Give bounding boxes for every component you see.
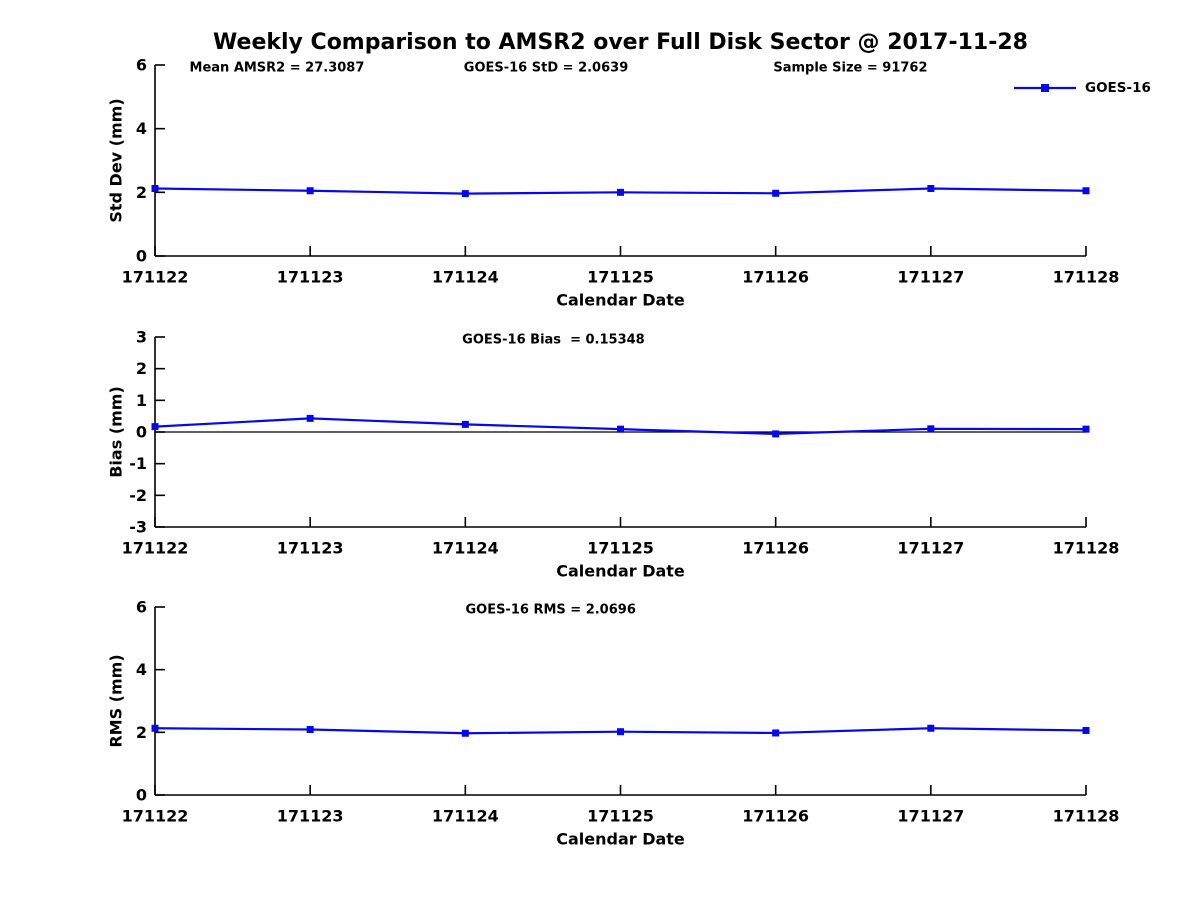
data-point-marker xyxy=(927,185,935,193)
chart-annotation: Sample Size = 91762 xyxy=(773,60,928,76)
legend-line-sample xyxy=(1014,84,1076,92)
x-tick-label: 171124 xyxy=(432,539,499,558)
y-tick-label: 3 xyxy=(136,328,147,347)
x-tick-label: 171122 xyxy=(122,268,189,287)
data-point-marker xyxy=(617,728,624,736)
y-tick-label: 6 xyxy=(136,598,147,617)
x-axis-label: Calendar Date xyxy=(556,562,685,581)
x-tick-label: 171125 xyxy=(587,268,654,287)
data-point-marker xyxy=(927,425,935,433)
x-tick-label: 171127 xyxy=(897,539,964,558)
data-point-marker xyxy=(1082,187,1090,195)
x-axis-label: Calendar Date xyxy=(556,830,685,849)
x-tick-label: 171128 xyxy=(1053,268,1120,287)
data-point-marker xyxy=(151,423,159,431)
chart-annotation: GOES-16 Bias = 0.15348 xyxy=(462,332,645,348)
y-tick-label: 2 xyxy=(136,183,147,202)
x-tick-label: 171124 xyxy=(432,268,499,287)
y-tick-label: -2 xyxy=(129,486,147,505)
data-point-marker xyxy=(151,185,159,193)
data-point-marker xyxy=(306,726,314,734)
data-point-marker xyxy=(617,425,624,433)
y-tick-label: -3 xyxy=(129,518,147,537)
y-tick-label: 0 xyxy=(136,786,147,805)
data-point-marker xyxy=(772,430,780,438)
data-point-marker xyxy=(772,189,780,197)
legend: GOES-16 xyxy=(1012,78,1151,98)
x-tick-label: 171124 xyxy=(432,807,499,826)
x-tick-label: 171125 xyxy=(587,539,654,558)
x-tick-label: 171123 xyxy=(277,268,344,287)
x-tick-label: 171128 xyxy=(1053,807,1120,826)
y-axis-label: Std Dev (mm) xyxy=(107,98,126,222)
y-tick-label: 0 xyxy=(136,423,147,442)
x-tick-label: 171122 xyxy=(122,539,189,558)
y-tick-label: 6 xyxy=(136,56,147,75)
chart-annotation: GOES-16 StD = 2.0639 xyxy=(463,60,629,76)
data-point-marker xyxy=(772,729,780,737)
x-tick-label: 171125 xyxy=(587,807,654,826)
data-point-marker xyxy=(461,190,469,198)
data-point-marker xyxy=(461,420,469,428)
figure-title: Weekly Comparison to AMSR2 over Full Dis… xyxy=(213,30,1028,55)
data-point-marker xyxy=(151,724,159,732)
x-tick-label: 171127 xyxy=(897,268,964,287)
data-point-marker xyxy=(306,187,314,195)
x-tick-label: 171122 xyxy=(122,807,189,826)
data-point-marker xyxy=(617,188,624,196)
y-tick-label: -1 xyxy=(129,454,147,473)
y-axis-label: RMS (mm) xyxy=(107,654,126,747)
x-tick-label: 171126 xyxy=(742,807,809,826)
y-tick-label: 1 xyxy=(136,391,147,410)
x-tick-label: 171127 xyxy=(897,807,964,826)
legend-series-marker-icon xyxy=(1041,84,1049,92)
y-axis-label: Bias (mm) xyxy=(107,386,126,478)
x-tick-label: 171126 xyxy=(742,539,809,558)
y-tick-label: 2 xyxy=(136,723,147,742)
data-point-marker xyxy=(306,414,314,422)
legend-label: GOES-16 xyxy=(1085,80,1151,96)
chart-annotation: GOES-16 RMS = 2.0696 xyxy=(465,602,636,618)
data-point-marker xyxy=(461,729,469,737)
data-point-marker xyxy=(1082,425,1090,433)
data-point-marker xyxy=(927,724,935,732)
x-tick-label: 171123 xyxy=(277,807,344,826)
y-tick-label: 4 xyxy=(136,119,147,138)
y-tick-label: 0 xyxy=(136,247,147,266)
y-tick-label: 2 xyxy=(136,359,147,378)
x-axis-label: Calendar Date xyxy=(556,291,685,310)
x-tick-label: 171128 xyxy=(1053,539,1120,558)
y-tick-label: 4 xyxy=(136,660,147,679)
x-tick-label: 171123 xyxy=(277,539,344,558)
data-point-marker xyxy=(1082,726,1090,734)
chart-annotation: Mean AMSR2 = 27.3087 xyxy=(189,60,365,76)
x-tick-label: 171126 xyxy=(742,268,809,287)
